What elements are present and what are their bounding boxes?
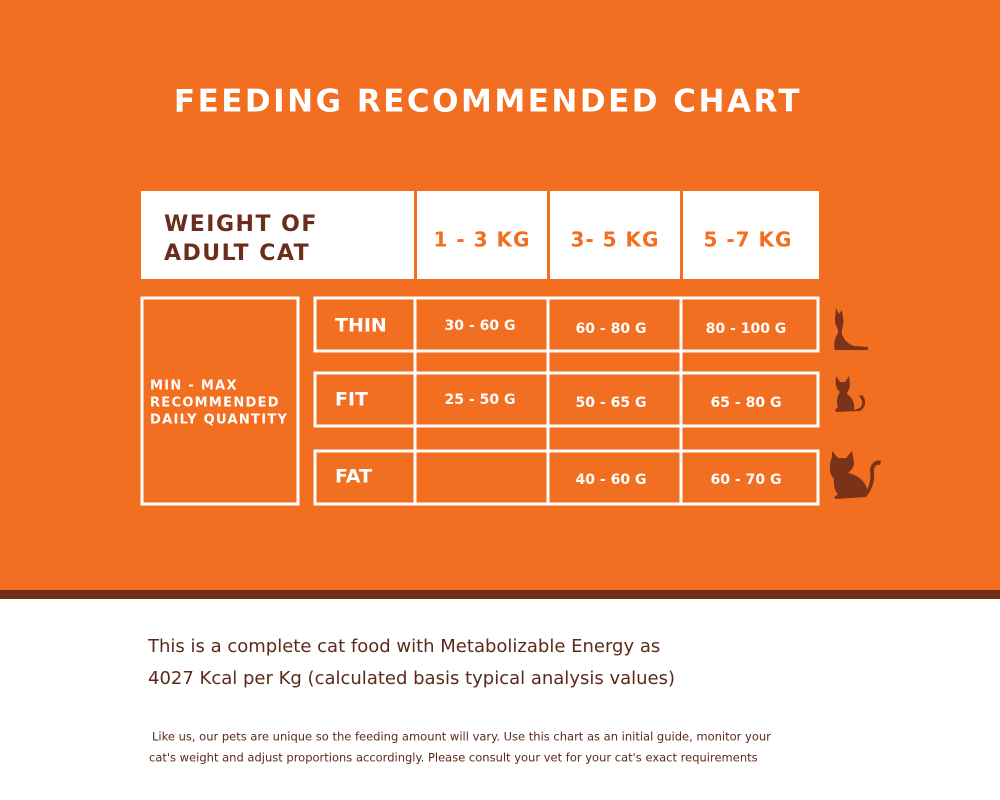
group-label: DAILY QUANTITY — [150, 413, 288, 428]
cell: 25 - 50 G — [445, 392, 516, 408]
group-label: MIN - MAX — [150, 379, 238, 394]
cat-icon — [835, 376, 866, 412]
rows — [313, 296, 820, 506]
note: cat's weight and adjust proportions acco… — [149, 751, 758, 765]
header-box — [683, 191, 819, 279]
group-label: RECOMMENDED — [150, 396, 280, 411]
cell: 60 - 70 G — [711, 472, 782, 488]
description: 4027 Kcal per Kg (calculated basis typic… — [148, 668, 675, 689]
cat-icon — [829, 451, 881, 499]
row-label: FAT — [335, 466, 372, 488]
cell: 80 - 100 G — [706, 321, 787, 337]
row-box — [313, 449, 820, 506]
cell: 60 - 80 G — [576, 321, 647, 337]
cell: 50 - 65 G — [576, 395, 647, 411]
description: This is a complete cat food with Metabol… — [147, 636, 660, 657]
cell: 40 - 60 G — [576, 472, 647, 488]
row-label: THIN — [335, 315, 387, 337]
header-label-box — [141, 191, 414, 279]
stripe — [0, 590, 1000, 599]
title: FEEDING RECOMMENDED CHART — [174, 84, 802, 120]
header-box — [417, 191, 547, 279]
note: Like us, our pets are unique so the feed… — [152, 730, 771, 744]
cat-icon — [834, 308, 868, 350]
row-box — [313, 296, 820, 353]
column-header: 3- 5 KG — [571, 228, 660, 252]
header-label: ADULT CAT — [164, 241, 310, 266]
column-header: 5 -7 KG — [704, 228, 793, 252]
cell: 30 - 60 G — [445, 318, 516, 334]
row-label: FIT — [335, 389, 368, 411]
orange-panel — [0, 0, 1000, 590]
group-box — [140, 296, 300, 506]
cell: 65 - 80 G — [711, 395, 782, 411]
header-label: WEIGHT OF — [164, 212, 318, 237]
row-box — [313, 371, 820, 428]
column-header: 1 - 3 KG — [434, 228, 531, 252]
header-box — [550, 191, 680, 279]
